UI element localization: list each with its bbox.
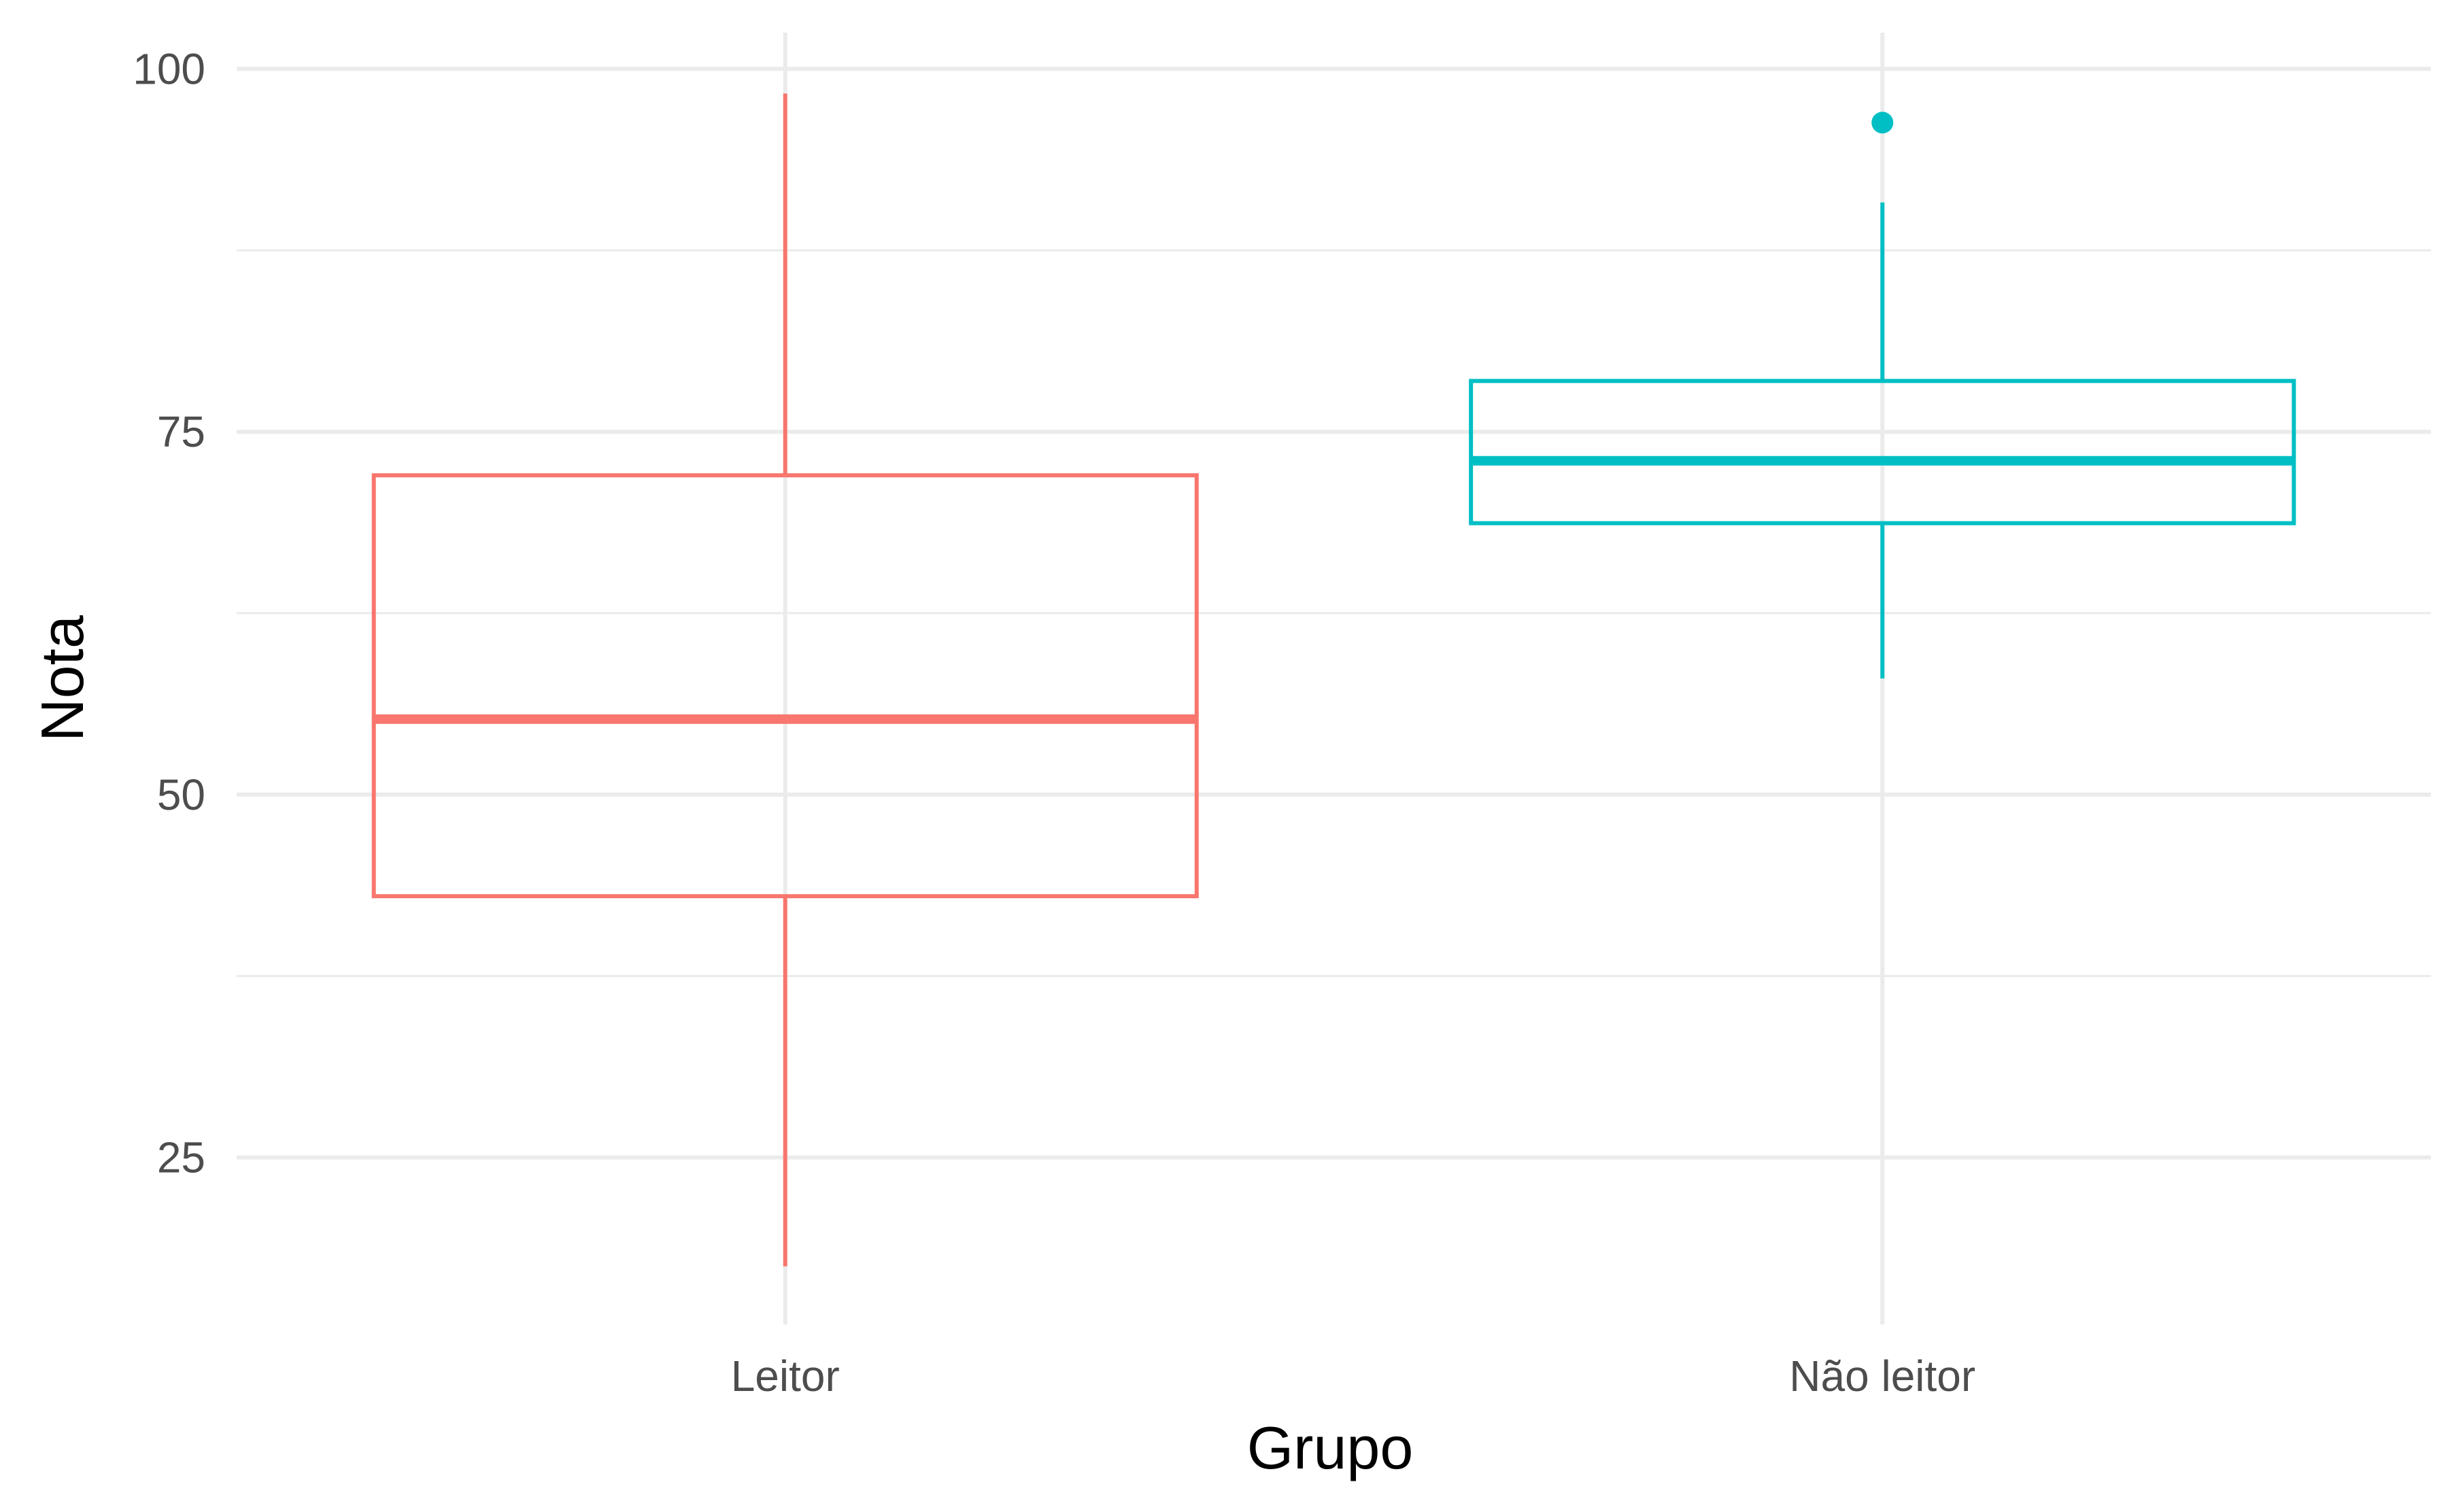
x-tick-label: Leitor [731,1352,840,1401]
y-tick-label: 25 [157,1133,205,1182]
x-axis-title: Grupo [1247,1414,1414,1481]
axis-labels: 25 50 75 100 Leitor Não leitor [133,44,1975,1401]
grid-lines [237,33,2431,1324]
y-tick-label: 50 [157,770,205,819]
boxes [371,93,2296,1267]
y-tick-label: 100 [133,44,205,93]
x-tick-label: Não leitor [1789,1352,1975,1401]
y-tick-label: 75 [157,407,205,456]
box [371,473,1199,899]
y-axis-title: Nota [29,615,96,742]
box [1469,379,2296,526]
outlier-point [1871,111,1894,134]
